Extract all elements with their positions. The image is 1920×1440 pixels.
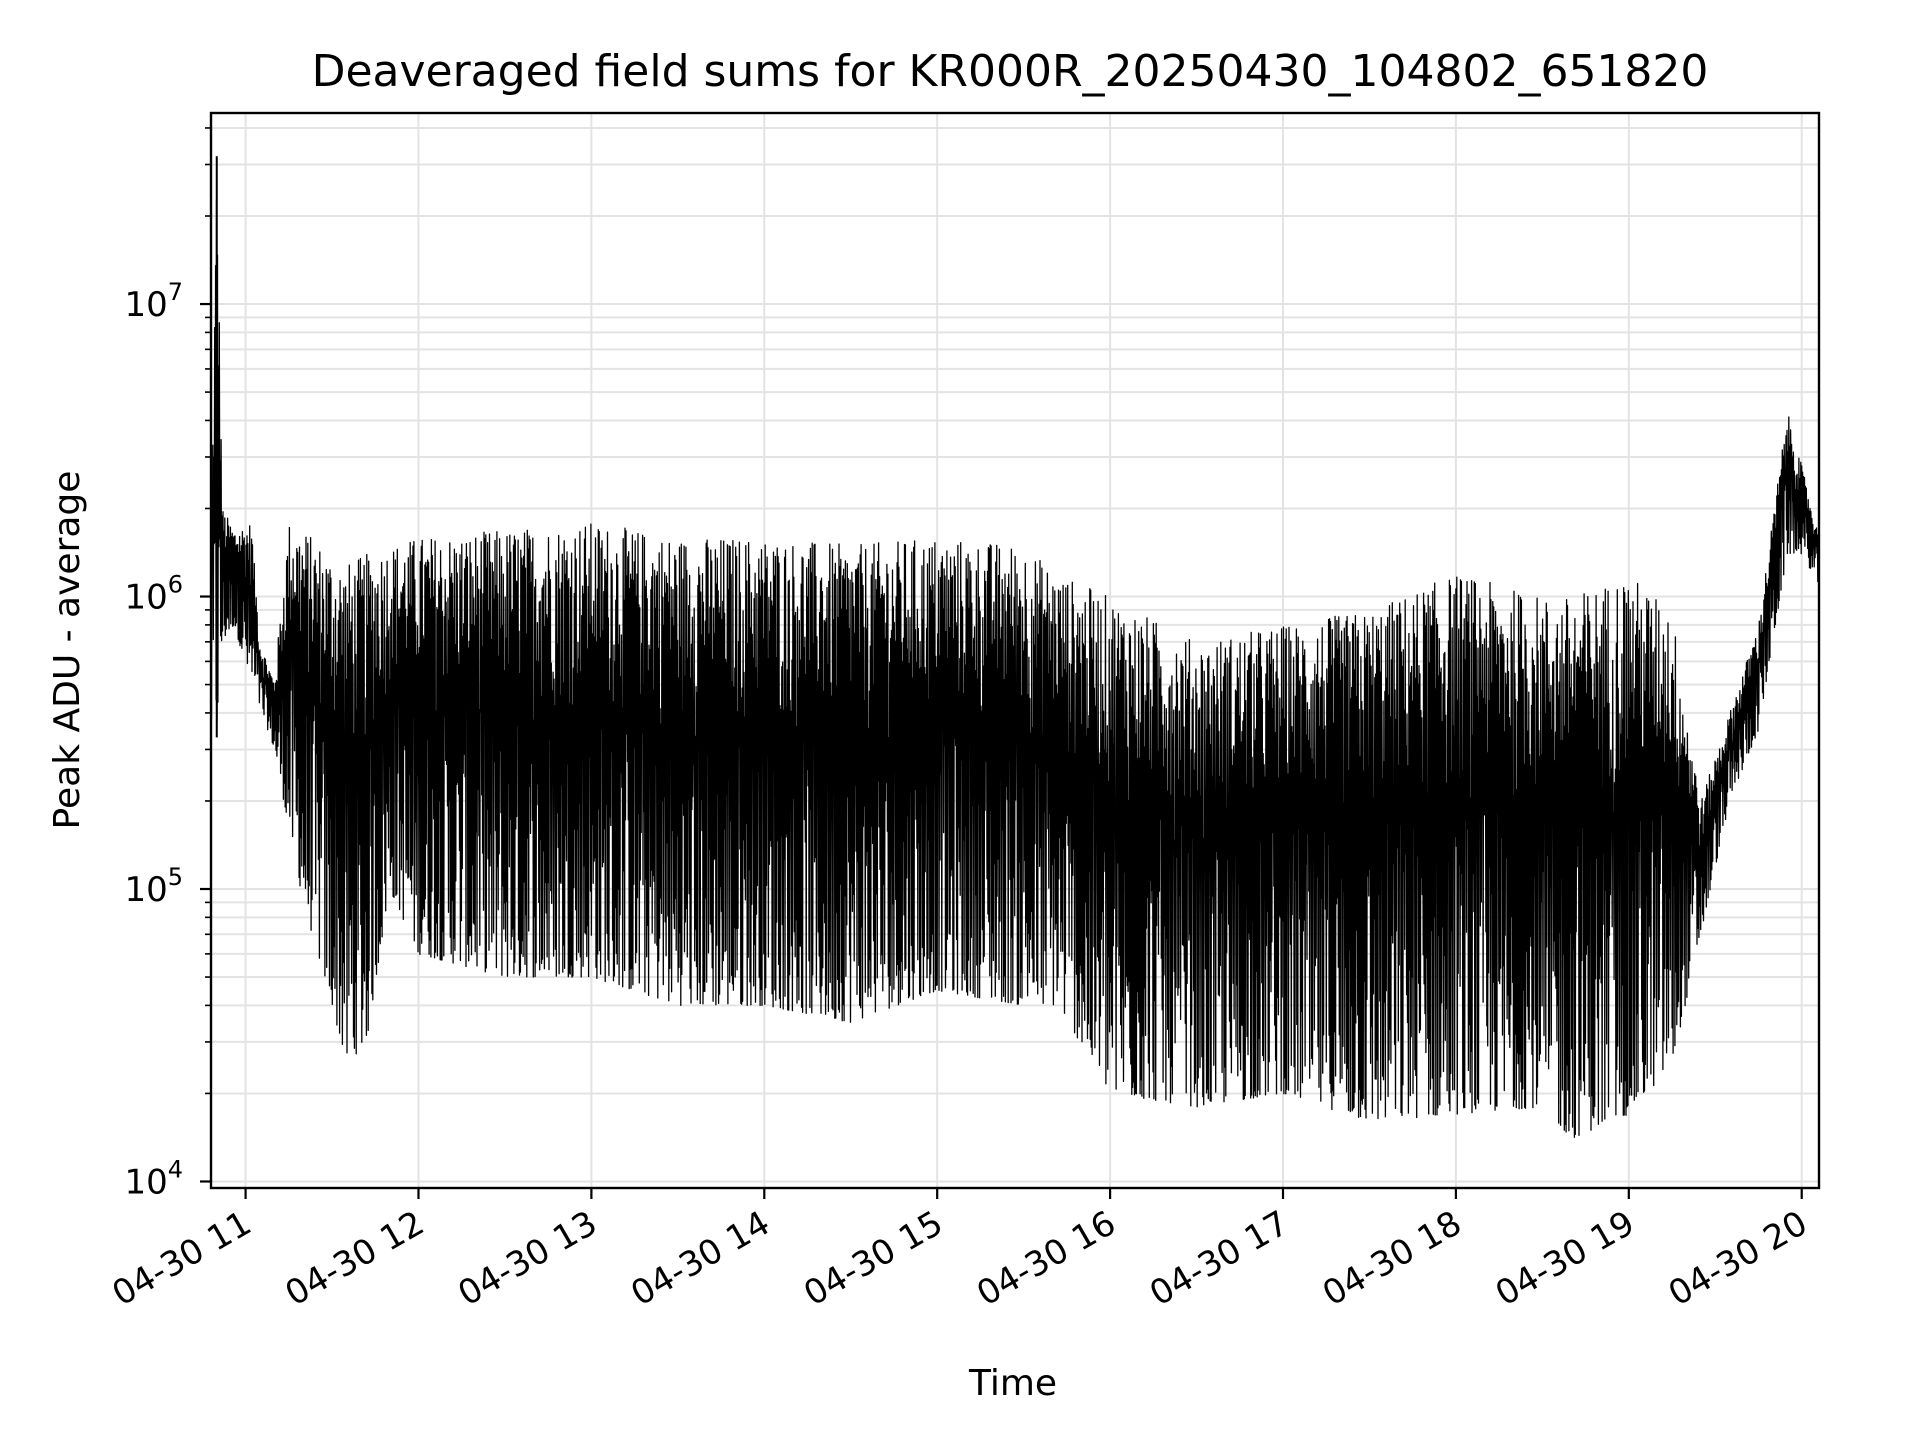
plot-frame xyxy=(209,111,1821,1190)
chart-title: Deaveraged field sums for KR000R_2025043… xyxy=(312,46,1709,97)
y-tick-exponent: 7 xyxy=(168,278,183,306)
data-series xyxy=(210,156,1820,1138)
y-tick-base: 10 xyxy=(124,870,167,910)
y-tick-base: 10 xyxy=(124,578,167,618)
y-tick-exponent: 5 xyxy=(168,863,183,891)
y-tick-label: 107 xyxy=(124,278,183,325)
y-tick-label: 105 xyxy=(124,863,183,910)
y-axis-label: Peak ADU - average xyxy=(47,471,88,830)
series-line xyxy=(210,198,1820,1138)
y-tick-label: 106 xyxy=(124,571,183,618)
y-tick-label: 104 xyxy=(124,1155,183,1202)
y-tick-exponent: 4 xyxy=(168,1155,183,1183)
y-tick-exponent: 6 xyxy=(168,571,183,599)
y-tick-base: 10 xyxy=(124,285,167,325)
x-axis-label: Time xyxy=(968,1363,1057,1404)
y-tick-base: 10 xyxy=(124,1162,167,1202)
